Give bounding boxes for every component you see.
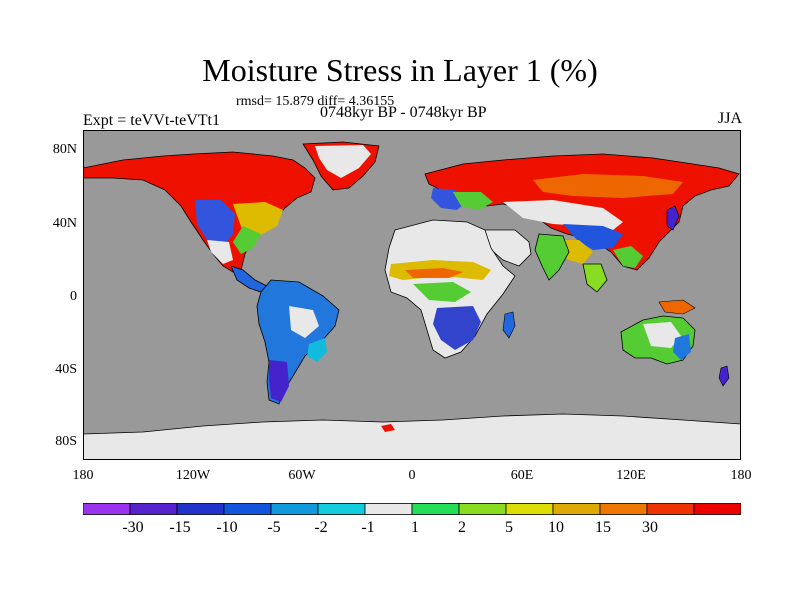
lat-label-80s: 80S	[55, 434, 77, 449]
period-label: 0748kyr BP - 0748kyr BP	[320, 104, 487, 121]
lon-label-180w: 180	[72, 468, 94, 483]
japan-blue	[666, 205, 680, 231]
lat-label-40s: 40S	[55, 362, 77, 377]
colorbar	[83, 503, 741, 515]
central-asia-white	[503, 200, 623, 230]
colorbar-label: -1	[361, 519, 375, 536]
world-map	[83, 130, 741, 460]
lat-label-80n: 80N	[52, 142, 77, 157]
colorbar-label: 2	[458, 519, 466, 536]
colorbar-box	[552, 503, 601, 515]
season-label: JJA	[717, 110, 742, 127]
colorbar-label: 15	[595, 519, 611, 536]
colorbar-box	[223, 503, 272, 515]
sa-south-purple	[269, 360, 289, 402]
sa-cyan	[307, 338, 327, 362]
colorbar-label: -30	[122, 519, 144, 536]
australia-blue	[673, 334, 691, 360]
colorbar-box	[693, 503, 741, 515]
siberia-orange	[533, 174, 683, 198]
lon-label-120e: 120E	[616, 468, 646, 483]
colorbar-label: 5	[505, 519, 513, 536]
lon-label-60e: 60E	[510, 468, 534, 483]
lon-label-60w: 60W	[288, 468, 316, 483]
colorbar-box	[458, 503, 507, 515]
map-frame	[83, 130, 741, 460]
antarctica-landmass	[83, 413, 741, 460]
colorbar-label: -2	[314, 519, 328, 536]
east-asia-green	[613, 246, 643, 268]
colorbar-label: 1	[411, 519, 419, 536]
central-asia-blue	[563, 224, 623, 250]
europe-green	[453, 192, 493, 210]
lon-label-180e: 180	[730, 468, 752, 483]
new-guinea-landmass	[658, 299, 696, 315]
colorbar-box	[599, 503, 648, 515]
colorbar-box	[364, 503, 413, 515]
na-west-blue	[195, 200, 235, 248]
lon-label-120w: 120W	[175, 468, 211, 483]
experiment-label: Expt = teVVt-teVTt1	[83, 112, 220, 129]
sa-white	[289, 306, 319, 338]
colorbar-label: -5	[267, 519, 281, 536]
map-title: Moisture Stress in Layer 1 (%)	[202, 52, 598, 88]
madagascar-landmass	[502, 311, 516, 339]
lat-label-0: 0	[70, 289, 77, 304]
southern-africa-blue	[433, 306, 481, 350]
lon-label-0: 0	[408, 468, 416, 483]
na-white	[207, 240, 233, 264]
colorbar-label: -15	[169, 519, 191, 536]
colorbar-label: 10	[548, 519, 564, 536]
colorbar-label: -10	[216, 519, 238, 536]
colorbar-box	[317, 503, 366, 515]
colorbar-box	[83, 503, 131, 515]
central-africa-green	[413, 282, 471, 302]
india-landmass	[534, 233, 570, 281]
colorbar-box	[411, 503, 460, 515]
se-asia-landmass	[582, 263, 608, 293]
colorbar-box	[505, 503, 554, 515]
australia-white	[643, 322, 681, 348]
na-green	[233, 226, 261, 254]
lat-label-40n: 40N	[52, 216, 77, 231]
colorbar-label: 30	[642, 519, 658, 536]
stats-text: rmsd= 15.879 diff= 4.36155	[236, 94, 395, 109]
colorbar-box	[646, 503, 695, 515]
colorbar-box	[176, 503, 225, 515]
new-zealand-landmass	[718, 365, 730, 387]
colorbar-box	[129, 503, 178, 515]
sahel-orange	[405, 268, 463, 278]
colorbar-box	[270, 503, 319, 515]
antarctica-red-spot	[381, 424, 395, 432]
greenland-ice	[315, 145, 371, 178]
